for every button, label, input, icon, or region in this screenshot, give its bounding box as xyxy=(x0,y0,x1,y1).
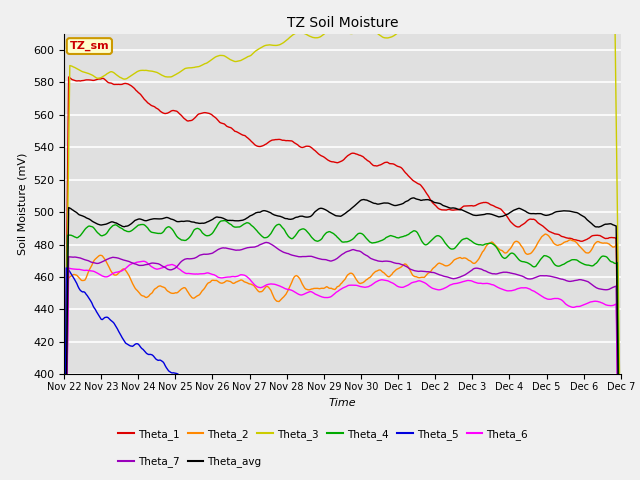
Theta_3 xyxy=(617,475,625,480)
Theta_2 xyxy=(541,231,549,237)
Line: Theta_2: Theta_2 xyxy=(64,234,621,480)
Theta_6 xyxy=(567,304,575,310)
Theta_3 xyxy=(234,59,241,64)
Line: Theta_6: Theta_6 xyxy=(64,261,621,480)
Theta_1 xyxy=(399,168,407,173)
Theta_3 xyxy=(399,27,406,33)
Theta_1 xyxy=(567,236,575,241)
Theta_5 xyxy=(234,416,242,421)
Theta_avg xyxy=(567,208,575,214)
Theta_2 xyxy=(469,260,477,266)
Theta_2 xyxy=(234,279,241,285)
Theta_7 xyxy=(262,240,270,245)
Theta_1 xyxy=(65,74,72,80)
Title: TZ Soil Moisture: TZ Soil Moisture xyxy=(287,16,398,30)
Legend: Theta_7, Theta_avg: Theta_7, Theta_avg xyxy=(114,452,266,471)
Theta_5 xyxy=(296,478,304,480)
Theta_6 xyxy=(399,284,407,290)
Y-axis label: Soil Moisture (mV): Soil Moisture (mV) xyxy=(17,153,28,255)
Theta_3 xyxy=(295,29,303,35)
Theta_4 xyxy=(221,218,228,224)
Theta_1 xyxy=(234,130,242,135)
Theta_7 xyxy=(399,262,407,268)
Theta_7 xyxy=(373,258,381,264)
Theta_6 xyxy=(470,279,478,285)
Theta_4 xyxy=(567,257,575,263)
Theta_1 xyxy=(296,144,304,150)
Theta_7 xyxy=(296,254,304,260)
Theta_7 xyxy=(470,265,478,271)
Theta_7 xyxy=(234,247,241,253)
Theta_5 xyxy=(63,265,70,271)
Theta_6 xyxy=(296,292,304,298)
Theta_avg xyxy=(234,218,241,224)
Theta_6 xyxy=(140,258,147,264)
Theta_3 xyxy=(586,8,593,13)
Theta_6 xyxy=(234,273,242,279)
Theta_4 xyxy=(399,234,407,240)
Theta_1 xyxy=(373,163,381,169)
Theta_4 xyxy=(373,239,381,245)
Theta_7 xyxy=(567,278,575,284)
Theta_4 xyxy=(296,227,304,233)
Line: Theta_3: Theta_3 xyxy=(64,11,621,480)
Theta_avg xyxy=(470,212,478,218)
Theta_6 xyxy=(373,279,381,285)
Theta_avg xyxy=(410,195,418,201)
Theta_avg xyxy=(372,201,380,206)
Line: Theta_7: Theta_7 xyxy=(64,242,621,480)
Theta_2 xyxy=(372,269,380,275)
Text: TZ_sm: TZ_sm xyxy=(70,41,109,51)
Theta_4 xyxy=(470,240,478,246)
X-axis label: Time: Time xyxy=(328,397,356,408)
Line: Theta_1: Theta_1 xyxy=(64,77,621,480)
Theta_2 xyxy=(399,263,406,269)
Theta_avg xyxy=(399,201,406,207)
Line: Theta_avg: Theta_avg xyxy=(64,198,621,480)
Theta_avg xyxy=(295,214,303,219)
Theta_3 xyxy=(566,13,573,19)
Line: Theta_4: Theta_4 xyxy=(64,221,621,480)
Theta_2 xyxy=(567,237,575,243)
Theta_4 xyxy=(234,224,242,230)
Theta_3 xyxy=(469,19,477,24)
Theta_2 xyxy=(295,275,303,280)
Theta_1 xyxy=(470,203,478,209)
Theta_3 xyxy=(372,29,380,35)
Line: Theta_5: Theta_5 xyxy=(64,268,621,480)
